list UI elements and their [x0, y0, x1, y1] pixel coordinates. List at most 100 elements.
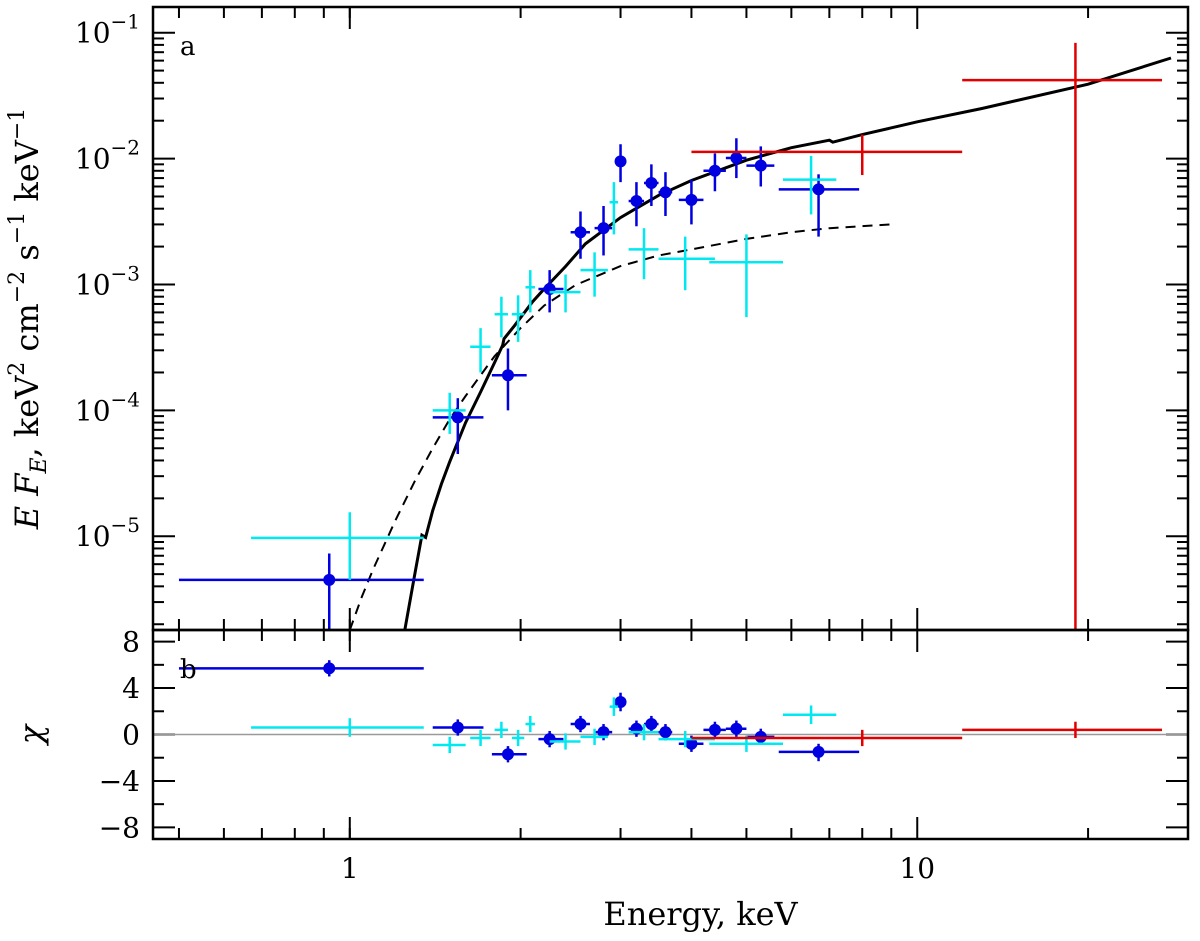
y-axis-title-part: cm [8, 303, 46, 361]
y-axis-title-part: s [8, 244, 46, 271]
component-model-line [348, 223, 892, 630]
panel-a-data-points [178, 42, 1163, 630]
instrument-1-point [570, 211, 590, 259]
instrument-1-point [778, 743, 860, 762]
y-axis-title-part: −1 [5, 212, 30, 244]
instrument-1-point [644, 164, 659, 207]
instrument-2-point [628, 724, 659, 741]
instrument-1-point [178, 553, 424, 630]
y-tick-base: 10 [75, 268, 111, 301]
y-tick-label: −8 [99, 811, 140, 844]
panel-label-b: b [180, 655, 197, 685]
instrument-1-point [658, 724, 673, 741]
instrument-1-point [678, 179, 704, 225]
instrument-2-point [580, 252, 608, 297]
instrument-3-point [691, 729, 963, 747]
instrument-1-point [725, 138, 747, 179]
x-tick-labels: 1 10 [341, 852, 935, 885]
panel-a-tick-labels: 10−110−210−310−410−5 [75, 10, 140, 554]
instrument-1-point [658, 172, 673, 216]
y-tick-base: 10 [75, 394, 111, 427]
panel-b-tick-labels: 8 4 0 −4 −8 [99, 626, 140, 845]
y-tick-label: 10−4 [75, 387, 140, 427]
y-axis-title: E FE, keV2 cm−2 s−1 keV−1 [5, 108, 52, 531]
y-axis-title-part: , keV [8, 375, 46, 458]
instrument-3-point [962, 721, 1163, 738]
spectrum-panel: 10−110−210−310−410−5 a [75, 5, 1190, 632]
data-marker [708, 723, 721, 736]
panel-a-frame [151, 5, 1190, 632]
y-axis-title-part: E [27, 457, 52, 474]
instrument-2-point [549, 274, 581, 313]
y-axis-title-part: −1 [5, 108, 30, 140]
panel-a-model-lines [348, 56, 1172, 630]
y-tick-exponent: −3 [111, 261, 140, 285]
data-marker [812, 745, 825, 758]
data-marker [630, 195, 643, 208]
y-axis-title-part: −2 [5, 271, 30, 303]
data-marker [323, 573, 336, 586]
data-marker [754, 159, 767, 172]
y-axis-title-part [8, 496, 46, 506]
instrument-2-point [628, 228, 659, 280]
instrument-3-point [962, 42, 1163, 630]
data-marker [685, 737, 698, 750]
instrument-2-point [511, 295, 525, 342]
instrument-1-point [703, 721, 726, 738]
instrument-2-point [783, 705, 837, 725]
y-axis-title-part: keV [8, 139, 46, 212]
data-marker [730, 722, 743, 735]
y-tick-exponent: −4 [111, 387, 140, 411]
instrument-1-point [570, 715, 590, 733]
x-tick-label: 1 [341, 852, 359, 885]
instrument-2-point [494, 721, 508, 738]
instrument-2-point [432, 736, 466, 754]
y-axis-title-part: E [8, 506, 46, 530]
x-axis-title: Energy, keV [603, 895, 798, 933]
data-marker [451, 721, 464, 734]
data-marker [501, 748, 514, 761]
y-axis-title-part: 2 [5, 362, 30, 376]
y-tick-base: 10 [75, 520, 111, 553]
instrument-1-point [491, 348, 527, 411]
instrument-1-point [614, 144, 627, 183]
y-tick-exponent: −1 [111, 10, 140, 34]
y-tick-label: 10−5 [75, 513, 140, 553]
instrument-2-point [609, 697, 619, 716]
instrument-1-point [594, 206, 613, 256]
y-tick-label: 10−3 [75, 261, 140, 301]
y-tick-exponent: −2 [111, 136, 140, 160]
data-marker [597, 222, 610, 235]
y-tick-label: 10−2 [75, 136, 140, 176]
instrument-1-point [778, 174, 860, 237]
instrument-2-point [709, 234, 784, 318]
data-marker [614, 695, 627, 708]
data-marker [543, 733, 556, 746]
instrument-1-point [725, 720, 747, 737]
y-tick-label: 10−1 [75, 10, 140, 50]
instrument-2-point [494, 296, 508, 338]
data-marker [659, 726, 672, 739]
instrument-2-point [549, 733, 581, 750]
instrument-1-point [628, 182, 645, 227]
y-tick-base: 10 [75, 17, 111, 50]
data-marker [708, 164, 721, 177]
panel-b-ticks [153, 630, 1189, 839]
instrument-1-point [432, 398, 484, 455]
residual-axis-title: χ [12, 723, 50, 746]
instrument-2-point [609, 182, 619, 235]
data-marker [645, 176, 658, 189]
y-tick-label: 8 [122, 626, 140, 659]
instrument-2-point [470, 328, 491, 373]
instrument-1-point [491, 746, 527, 763]
instrument-2-point [525, 715, 535, 733]
instrument-2-point [658, 236, 715, 291]
x-tick-label: 10 [899, 852, 935, 885]
instrument-2-point [251, 718, 424, 737]
residuals-panel: 8 4 0 −4 −8 b [99, 626, 1190, 845]
instrument-2-point [511, 729, 525, 747]
instrument-2-point [580, 728, 608, 745]
data-marker [597, 726, 610, 739]
instrument-1-point [703, 153, 726, 192]
instrument-1-point [614, 692, 627, 712]
